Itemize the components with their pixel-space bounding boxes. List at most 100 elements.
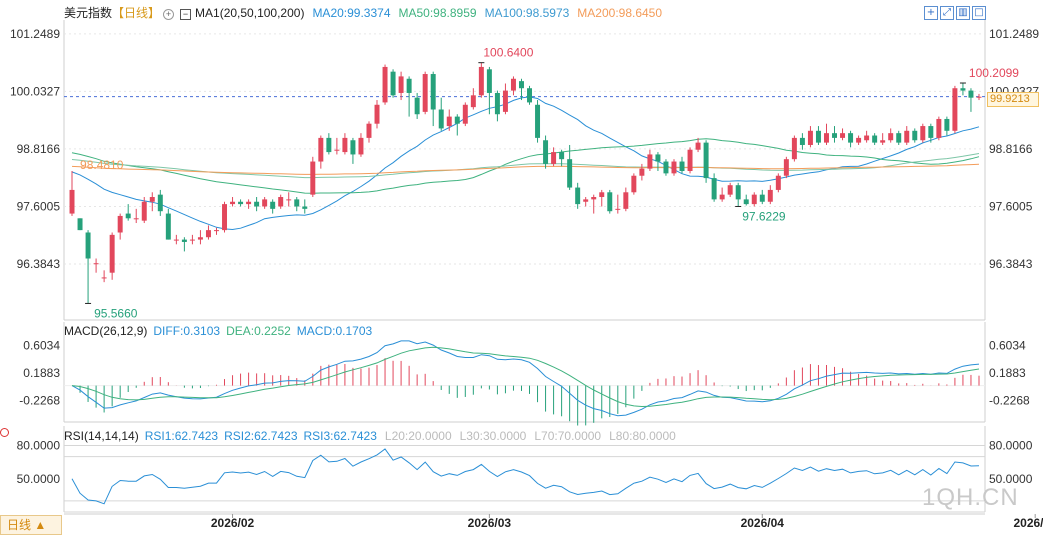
candle-body: [567, 159, 573, 188]
macd-tick-left: -0.2268: [19, 394, 60, 408]
extreme-label: 100.6400: [483, 46, 533, 60]
macd-tick-left: 0.1883: [23, 366, 60, 380]
rsi-tick-right: 50.0000: [989, 472, 1033, 486]
extreme-label: 95.5660: [94, 306, 138, 320]
candle-body: [213, 230, 219, 232]
price-tick-right: 97.6005: [989, 199, 1033, 213]
candle-body: [486, 69, 492, 93]
candle-body: [928, 126, 934, 138]
candle-body: [791, 137, 797, 160]
candle-body: [599, 192, 605, 198]
macd-dif: DIFF:0.3103: [153, 324, 221, 338]
candle-body: [189, 239, 195, 241]
crosshair-settings-icon[interactable]: [0, 428, 9, 437]
candle-body: [238, 201, 244, 205]
candle-body: [454, 116, 460, 124]
macd-tick-left: 0.6034: [23, 339, 60, 353]
candle-body: [246, 201, 252, 205]
candle-body: [358, 137, 364, 155]
candle-body: [278, 197, 284, 207]
candle-body: [230, 201, 236, 205]
extreme-label: 97.6229: [742, 209, 786, 223]
candle-body: [960, 88, 966, 91]
chart-type-icon[interactable]: ▥: [956, 6, 970, 20]
candle-body: [117, 215, 123, 233]
rsi1-value: RSI1:62.7423: [144, 429, 219, 443]
candle-body: [262, 199, 268, 207]
candle-body: [294, 199, 300, 207]
last-price-tag: 99.9213: [987, 92, 1039, 107]
candle-body: [149, 197, 155, 202]
candle-body: [165, 213, 171, 240]
candle-body: [535, 104, 541, 138]
candle-body: [823, 133, 829, 143]
candle-body: [414, 97, 420, 115]
rsi-l70: L70:70.0000: [534, 429, 602, 443]
candle-body: [727, 185, 733, 195]
candle-body: [864, 135, 870, 141]
candle-body: [286, 199, 292, 201]
candle-body: [518, 81, 524, 89]
square-minus-icon[interactable]: −: [180, 9, 192, 20]
macd-dea: DEA:0.2252: [226, 324, 291, 338]
ma200-line: [71, 163, 980, 175]
candle-body: [880, 140, 886, 143]
macd-tick-right: 0.6034: [989, 339, 1026, 353]
candle-body: [743, 199, 749, 205]
period-button[interactable]: 日线 ▲: [0, 515, 62, 535]
candle-body: [270, 201, 276, 209]
candle-body: [374, 104, 380, 124]
candle-body: [583, 199, 589, 202]
candle-body: [406, 78, 412, 93]
candle-body: [197, 237, 203, 240]
macd-tick-right: 0.1883: [989, 366, 1026, 380]
candle-body: [703, 142, 709, 179]
candle-body: [543, 140, 549, 164]
candle-body: [398, 76, 404, 93]
candle-body: [936, 118, 942, 138]
rsi-line: [71, 448, 980, 505]
candle-body: [799, 137, 805, 145]
candle-body: [856, 137, 862, 143]
ma100-line: [71, 153, 980, 179]
candle-body: [478, 66, 484, 96]
candle-body: [840, 133, 846, 138]
candle-body: [976, 96, 982, 98]
maximize-icon[interactable]: □: [972, 6, 986, 20]
candle-body: [205, 230, 211, 238]
candle-body: [872, 135, 878, 143]
rsi2-value: RSI2:62.7423: [224, 429, 298, 443]
candle-body: [783, 159, 789, 176]
candle-body: [527, 88, 533, 103]
candle-body: [125, 213, 131, 219]
candle-body: [366, 123, 372, 138]
ma-start-label: 98.4810: [80, 158, 124, 172]
expand-icon[interactable]: ⤢: [940, 6, 954, 20]
candle-body: [575, 187, 581, 205]
crosshair-icon[interactable]: +: [924, 6, 938, 20]
candle-body: [695, 142, 701, 150]
candle-body: [350, 140, 356, 155]
candle-body: [735, 185, 741, 200]
macd-dif-line: [71, 340, 980, 417]
macd-legend: MACD(26,12,9) DIFF:0.3103 DEA:0.2252 MACD:0…: [64, 324, 372, 338]
candle-body: [647, 154, 653, 169]
zoom-icon[interactable]: +: [163, 9, 175, 20]
price-tick-right: 101.2489: [989, 27, 1039, 41]
ma20-line: [71, 96, 980, 231]
candle-body: [181, 239, 187, 242]
candle-body: [904, 130, 910, 143]
candle-body: [807, 130, 813, 145]
price-tick-right: 96.3843: [989, 257, 1033, 271]
candle-body: [615, 208, 621, 210]
candle-body: [342, 137, 348, 153]
macd-dea-line: [71, 346, 980, 408]
price-tick-left: 97.6005: [17, 199, 61, 213]
ma20-value: MA20:99.3374: [312, 6, 391, 20]
ma100-value: MA100:98.5973: [484, 6, 570, 20]
ma50-line: [71, 138, 980, 194]
candle-body: [318, 137, 324, 162]
candle-body: [968, 90, 974, 98]
macd-label: MACD(26,12,9): [64, 324, 148, 338]
